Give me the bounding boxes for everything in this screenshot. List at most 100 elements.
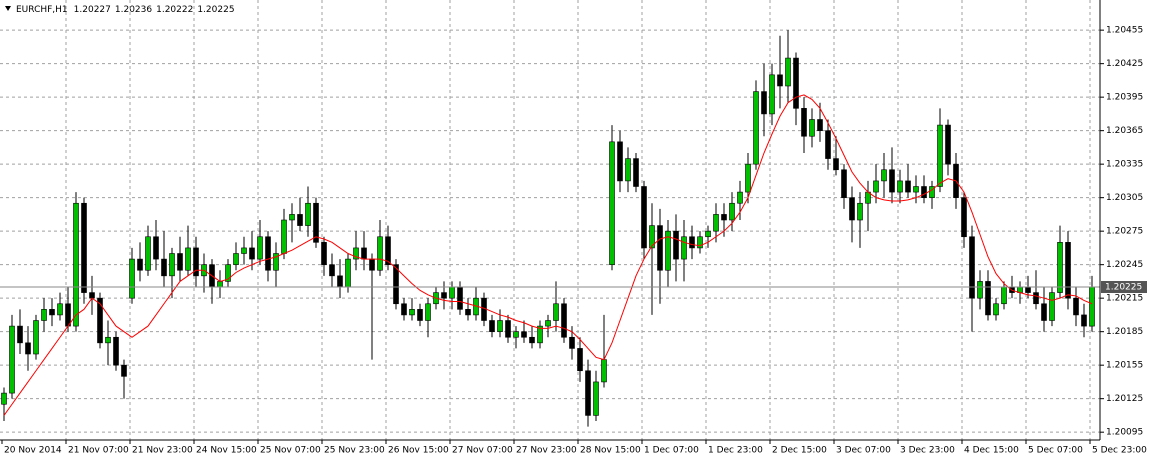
candle-body — [1041, 303, 1047, 321]
candle-body — [345, 258, 351, 288]
candle-body — [1089, 286, 1095, 327]
symbol: EURCHF,H1 — [16, 5, 68, 15]
candle-body — [777, 74, 783, 87]
candle-body — [993, 303, 999, 316]
candle-body — [89, 292, 95, 299]
candle-body — [113, 336, 119, 366]
candle-body — [297, 214, 303, 226]
y-tick-label: 1.20335 — [1106, 160, 1143, 170]
header-arrow — [5, 6, 11, 11]
x-tick-label: 27 Nov 07:00 — [452, 446, 513, 456]
x-tick-label: 1 Dec 07:00 — [644, 446, 699, 456]
candle-body — [929, 186, 935, 198]
candle-body — [793, 57, 799, 109]
candle-body — [977, 281, 983, 299]
candle-body — [577, 348, 583, 372]
candle-body — [913, 186, 919, 193]
candle-body — [969, 236, 975, 299]
y-tick-label: 1.20455 — [1106, 26, 1143, 36]
candle-body — [73, 202, 79, 327]
candle-body — [537, 325, 543, 344]
candle-body — [881, 169, 887, 182]
header-low: 1.20222 — [156, 5, 193, 15]
candle-body — [361, 247, 367, 260]
candle-body — [945, 124, 951, 165]
x-tick-label: 25 Nov 23:00 — [324, 446, 385, 456]
candle-body — [17, 325, 23, 344]
candle-body — [673, 230, 679, 260]
candle-body — [521, 331, 527, 338]
x-tick-label: 21 Nov 07:00 — [68, 446, 129, 456]
candle-body — [105, 336, 111, 344]
candle-body — [721, 214, 727, 221]
y-tick-label: 1.20365 — [1106, 126, 1143, 136]
candle-body — [273, 253, 279, 271]
candle-body — [97, 297, 103, 344]
x-tick-label: 5 Dec 07:00 — [1028, 446, 1083, 456]
y-tick-label: 1.20155 — [1106, 361, 1143, 371]
candle-body — [817, 119, 823, 131]
x-tick-label: 3 Dec 07:00 — [836, 446, 891, 456]
y-tick-label: 1.20095 — [1106, 428, 1143, 438]
chart-header: EURCHF,H1 1.20227 1.20236 1.20222 1.20225 — [16, 5, 235, 15]
candle-body — [137, 258, 143, 271]
candle-body — [233, 253, 239, 265]
candle-body — [441, 292, 447, 299]
candle-body — [545, 320, 551, 327]
candle-body — [321, 242, 327, 265]
header-close: 1.20225 — [197, 5, 234, 15]
candle-body — [25, 342, 31, 355]
candle-body — [801, 108, 807, 137]
candle-body — [401, 303, 407, 316]
candle-body — [921, 186, 927, 198]
candle-body — [9, 325, 15, 394]
candle-body — [49, 309, 55, 316]
x-tick-label: 3 Dec 23:00 — [900, 446, 955, 456]
candle-body — [193, 247, 199, 277]
candle-body — [489, 320, 495, 332]
candle-body — [257, 236, 263, 260]
candle-body — [305, 202, 311, 226]
candle-body — [649, 225, 655, 249]
candle-body — [289, 214, 295, 221]
candle-body — [689, 236, 695, 249]
candle-body — [449, 286, 455, 299]
candle-body — [889, 169, 895, 193]
y-tick-label: 1.20425 — [1106, 59, 1143, 69]
candle-body — [833, 158, 839, 171]
candle-body — [1073, 297, 1079, 316]
grid — [0, 0, 1100, 440]
candle-body — [505, 320, 511, 338]
candle-body — [265, 236, 271, 271]
candle-body — [705, 230, 711, 238]
candle-body — [65, 303, 71, 327]
candle-body — [457, 286, 463, 310]
y-tick-label: 1.20275 — [1106, 227, 1143, 237]
x-tick-label: 20 Nov 2014 — [4, 446, 62, 456]
candle-body — [409, 309, 415, 316]
candle-body — [641, 186, 647, 249]
candle-body — [393, 264, 399, 305]
candle-body — [585, 370, 591, 416]
header-high: 1.20236 — [115, 5, 152, 15]
candle-body — [985, 281, 991, 316]
candle-body — [601, 359, 607, 383]
candle-body — [177, 253, 183, 271]
y-tick-label: 1.20395 — [1106, 93, 1143, 103]
candle-body — [857, 202, 863, 221]
x-tick-label: 5 Dec 23:00 — [1092, 446, 1147, 456]
candle-body — [713, 214, 719, 232]
candle-body — [249, 247, 255, 260]
x-tick-label: 27 Nov 23:00 — [516, 446, 577, 456]
candle-body — [609, 141, 615, 265]
candle-body — [745, 163, 751, 193]
y-tick-label: 1.20215 — [1106, 294, 1143, 304]
candle-body — [57, 303, 63, 316]
candle-body — [425, 303, 431, 321]
candle-body — [1001, 286, 1007, 305]
candle-body — [1057, 242, 1063, 293]
y-tick-label: 1.20245 — [1106, 260, 1143, 270]
candle-body — [769, 74, 775, 115]
candle-body — [729, 202, 735, 221]
candle-body — [121, 364, 127, 377]
